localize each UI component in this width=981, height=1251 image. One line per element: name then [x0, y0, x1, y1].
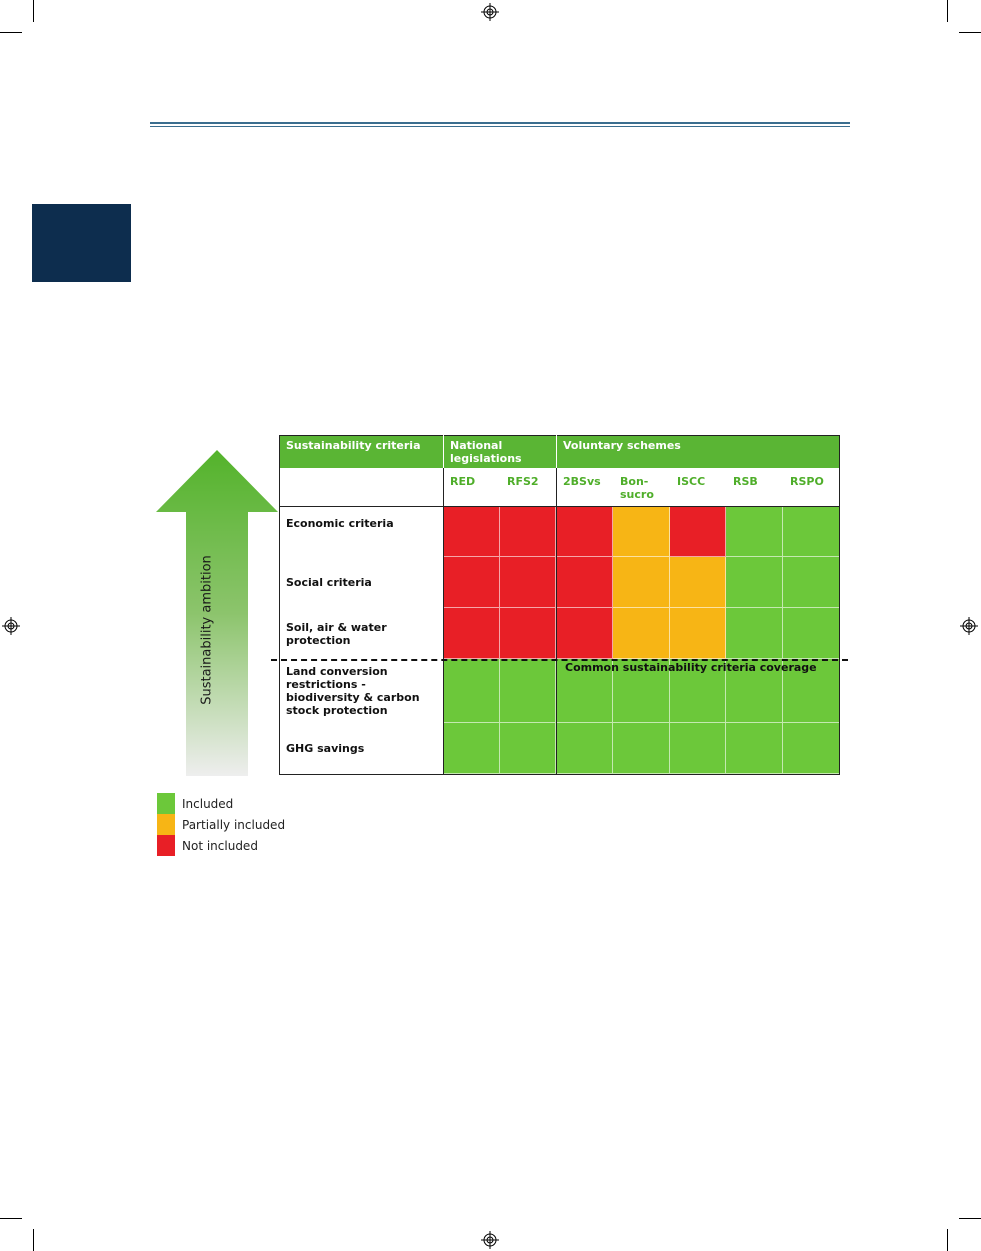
status-cell — [556, 659, 613, 723]
legend-item: Not included — [157, 835, 258, 856]
legend-swatch — [157, 793, 175, 814]
row-label: Economic criteria — [286, 517, 394, 530]
registration-mark-icon — [481, 1231, 499, 1249]
column-header: RSPO — [790, 475, 824, 488]
row-label: Soil, air & water protection — [286, 620, 387, 647]
table-border-top — [279, 435, 840, 436]
registration-mark-icon — [960, 617, 978, 635]
status-cell — [670, 659, 726, 723]
status-cell — [500, 506, 556, 557]
status-cell — [443, 557, 500, 608]
status-cell — [726, 723, 783, 774]
column-header: RED — [450, 475, 476, 488]
common-criteria-divider — [271, 659, 848, 661]
header-group-divider — [556, 435, 557, 468]
status-cell — [556, 506, 613, 557]
status-cell — [443, 659, 500, 723]
status-cell — [613, 723, 670, 774]
status-cell — [443, 608, 500, 659]
crop-mark — [959, 1218, 981, 1219]
row-label: Social criteria — [286, 576, 372, 589]
status-cell — [443, 506, 500, 557]
header-divider — [279, 506, 840, 507]
table-border-right — [839, 435, 840, 775]
status-cell — [670, 506, 726, 557]
status-cell — [726, 557, 783, 608]
column-header: Bon- sucro — [620, 475, 654, 501]
column-header: 2BSvs — [563, 475, 601, 488]
crop-mark — [947, 1229, 948, 1251]
arrow-label: Sustainability ambition — [199, 555, 215, 705]
crop-mark — [0, 1218, 22, 1219]
legend-item: Partially included — [157, 814, 285, 835]
legend-swatch — [157, 814, 175, 835]
status-cell — [500, 723, 556, 774]
status-cell — [613, 608, 670, 659]
column-header: ISCC — [677, 475, 706, 488]
common-criteria-label: Common sustainability criteria coverage — [565, 661, 817, 674]
status-cell — [500, 659, 556, 723]
status-cell — [500, 557, 556, 608]
status-cell — [670, 608, 726, 659]
status-cell — [613, 659, 670, 723]
status-cell — [613, 506, 670, 557]
status-cell — [556, 608, 613, 659]
crop-mark — [947, 0, 948, 22]
status-cell — [613, 557, 670, 608]
header-criteria: Sustainability criteria — [279, 435, 443, 468]
table-border-bottom — [279, 774, 840, 775]
status-cell — [670, 557, 726, 608]
registration-mark-icon — [481, 3, 499, 21]
column-header: RFS2 — [507, 475, 539, 488]
legend-swatch — [157, 835, 175, 856]
table-border-left — [279, 435, 280, 775]
row-label: Land conversion restrictions - biodivers… — [286, 665, 420, 717]
legend-label: Not included — [182, 838, 258, 853]
status-cell — [443, 723, 500, 774]
label-divider — [443, 468, 444, 775]
status-cell — [726, 659, 783, 723]
criteria-table: Sustainability criteria National legisla… — [279, 435, 840, 775]
legend-label: Included — [182, 796, 234, 811]
status-cell — [783, 659, 840, 723]
subheader-divider — [279, 468, 840, 469]
header-group-divider — [443, 435, 444, 468]
legend-label: Partially included — [182, 817, 286, 832]
crop-mark — [0, 32, 22, 33]
status-cell — [783, 723, 840, 774]
status-cell — [783, 608, 840, 659]
status-cell — [670, 723, 726, 774]
crop-mark — [959, 32, 981, 33]
registration-mark-icon — [2, 617, 20, 635]
column-header: RSB — [733, 475, 758, 488]
header-rule-thin — [150, 126, 850, 127]
chapter-tab — [32, 204, 131, 282]
header-rule — [150, 122, 850, 124]
status-cell — [500, 608, 556, 659]
legend-item: Included — [157, 793, 233, 814]
sustainability-ambition-arrow — [156, 450, 278, 776]
crop-mark — [33, 1229, 34, 1251]
group-divider — [556, 468, 557, 775]
header-voluntary: Voluntary schemes — [556, 435, 840, 468]
row-label: GHG savings — [286, 742, 365, 755]
status-cell — [556, 557, 613, 608]
status-cell — [726, 506, 783, 557]
header-national: National legislations — [443, 435, 556, 468]
status-cell — [556, 723, 613, 774]
crop-mark — [33, 0, 34, 22]
status-cell — [783, 557, 840, 608]
status-cell — [726, 608, 783, 659]
status-cell — [783, 506, 840, 557]
